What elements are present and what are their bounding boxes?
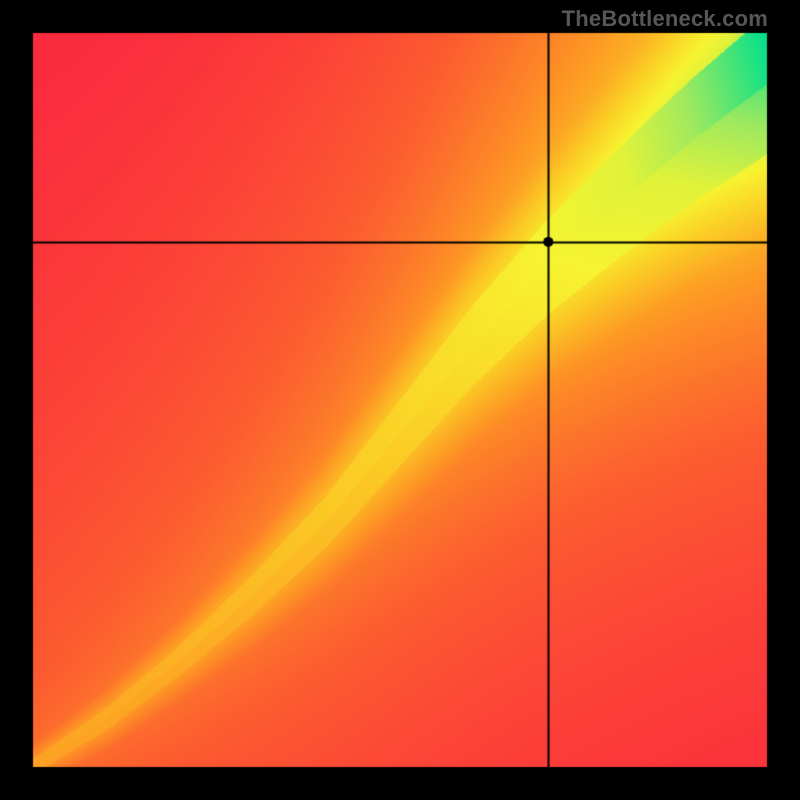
chart-container: TheBottleneck.com	[0, 0, 800, 800]
bottleneck-heatmap	[0, 0, 800, 800]
watermark-text: TheBottleneck.com	[562, 6, 768, 32]
